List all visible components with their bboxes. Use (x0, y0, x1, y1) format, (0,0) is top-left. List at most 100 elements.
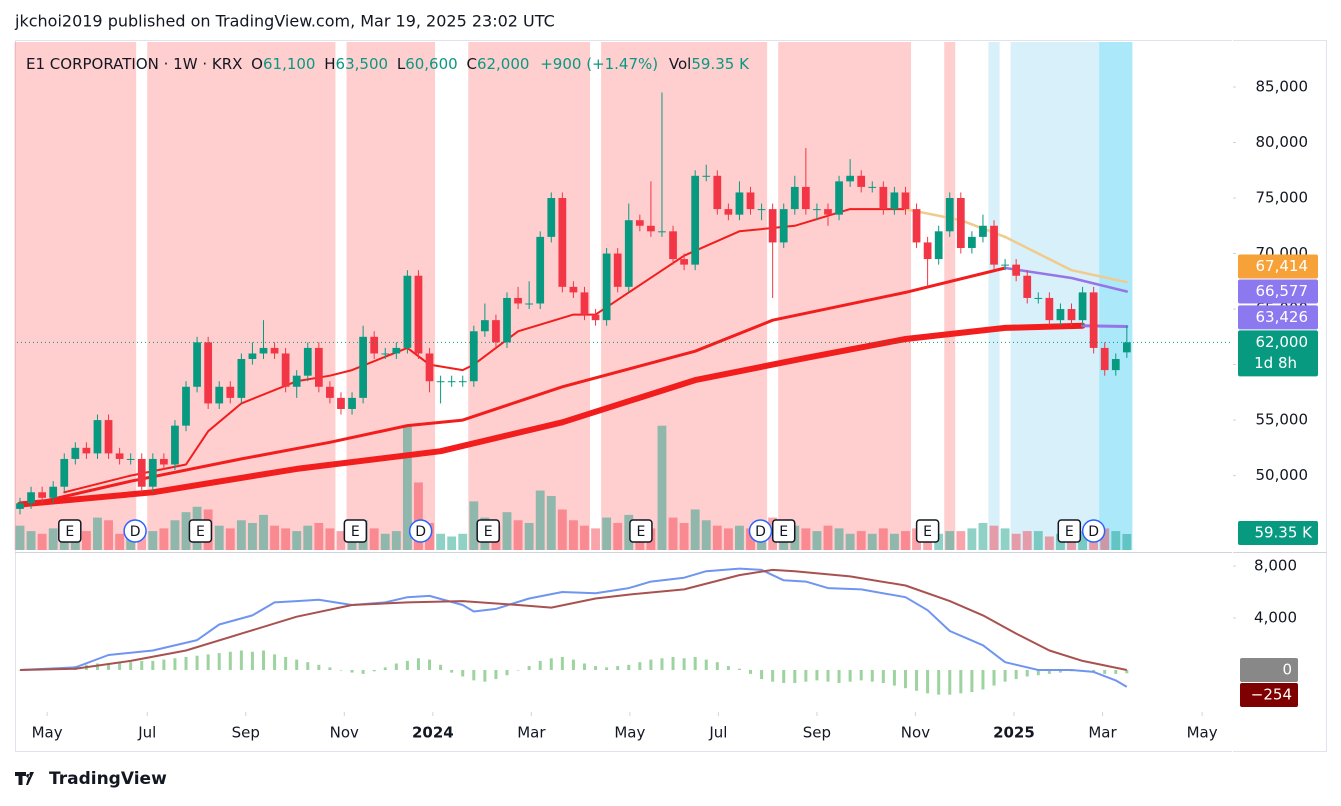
macd-histogram-bar (693, 656, 697, 670)
candle-body (580, 292, 589, 315)
macd-histogram-bar (616, 666, 620, 670)
event-label: D (415, 524, 426, 540)
macd-y-tick-label: 8,000 (1254, 557, 1297, 575)
earnings-marker (771, 519, 796, 543)
volume-bar (170, 520, 180, 550)
macd-histogram-bar (361, 669, 365, 674)
countdown: 1d 8h (1254, 354, 1297, 372)
price-label: 66,577 (1256, 282, 1309, 300)
macd-histogram-bar (915, 669, 919, 691)
macd-histogram-bar (571, 659, 575, 670)
volume-bar (934, 533, 944, 550)
signal-region (988, 42, 1000, 550)
candle-body (713, 175, 722, 210)
candle-body (447, 381, 456, 383)
candle-body (137, 458, 146, 487)
volume-bar (1122, 533, 1132, 550)
candle-body (160, 458, 168, 465)
volume-bar (1078, 531, 1088, 550)
candle-body (259, 347, 268, 354)
volume-bar (402, 425, 412, 550)
candle-body (1122, 342, 1131, 353)
candle-body (702, 175, 711, 177)
candle-body (724, 209, 733, 215)
volume-bar (956, 531, 966, 550)
event-label: E (65, 524, 74, 540)
volume-bar (580, 525, 589, 550)
macd-label-box (1240, 657, 1298, 682)
legend-value: 62,000 (477, 55, 530, 73)
legend-key: O (251, 55, 263, 73)
volume-bar (1044, 536, 1054, 550)
candle-body (49, 486, 58, 498)
candle-body (525, 303, 534, 305)
event-label: E (1065, 524, 1074, 540)
candle-body (82, 447, 91, 454)
macd-histogram-bar (804, 669, 808, 682)
macd-histogram-bar (383, 667, 387, 670)
candle-body (1100, 347, 1109, 371)
event-label: E (779, 524, 788, 540)
volume-bar (856, 531, 866, 550)
volume-bar (1111, 531, 1121, 550)
volume-bar (37, 533, 47, 550)
candle-body (436, 381, 445, 383)
macd-histogram-bar (837, 669, 841, 683)
macd-line (19, 568, 1128, 671)
candle-body (326, 386, 334, 398)
macd-histogram-bar (671, 656, 675, 670)
macd-histogram-bar (760, 669, 764, 680)
volume-bar (723, 528, 733, 550)
macd-histogram-bar (1125, 669, 1129, 674)
volume-bar (591, 528, 600, 550)
macd-histogram-bar (516, 669, 520, 671)
volume-bar (15, 525, 25, 550)
volume-bar (225, 528, 235, 550)
candle-body (846, 175, 855, 182)
macd-histogram-bar (1103, 669, 1107, 674)
macd-histogram-bar (749, 669, 753, 674)
macd-histogram-bar (140, 660, 144, 670)
candle-body (38, 492, 46, 498)
candle-body (148, 458, 157, 487)
macd-histogram-bar (605, 667, 609, 670)
candle-body (337, 397, 345, 409)
macd-histogram-bar (195, 655, 199, 670)
macd-label: 0 (1282, 660, 1292, 678)
macd-histogram-bar (782, 669, 786, 683)
macd-histogram-bar (527, 666, 531, 670)
macd-histogram-bar (1114, 669, 1118, 674)
volume-bar (1033, 531, 1043, 550)
macd-histogram-bar (981, 669, 985, 690)
macd-histogram-bar (970, 669, 974, 693)
volume-bar (513, 520, 523, 550)
macd-histogram-bar (450, 669, 454, 673)
candle-body (956, 198, 965, 248)
volume-bar (535, 490, 545, 550)
legend-key: C (466, 55, 476, 73)
macd-histogram-bar (239, 650, 243, 670)
volume-bar (126, 536, 136, 550)
volume-bar (546, 495, 556, 550)
macd-histogram-bar (428, 659, 432, 670)
event-label: E (484, 524, 493, 540)
candle-body (635, 220, 644, 226)
candle-body (968, 236, 976, 248)
macd-histogram-bar (959, 669, 963, 694)
macd-histogram-bar (184, 656, 188, 670)
macd-histogram-bar (793, 669, 797, 683)
macd-histogram-bar (826, 669, 830, 682)
volume-bar (270, 525, 279, 550)
macd-histogram-bar (638, 662, 642, 670)
candle-body (204, 342, 213, 404)
macd-histogram-bar (582, 663, 586, 670)
candle-body (613, 253, 622, 287)
candle-body (425, 353, 434, 382)
legend-value: 61,100 (263, 55, 316, 73)
volume-bar (867, 533, 877, 550)
volume-bar (391, 531, 401, 550)
candle-body (868, 186, 877, 188)
earnings-marker (476, 519, 500, 543)
volume-bar (414, 482, 423, 550)
moving-average (904, 207, 1129, 284)
